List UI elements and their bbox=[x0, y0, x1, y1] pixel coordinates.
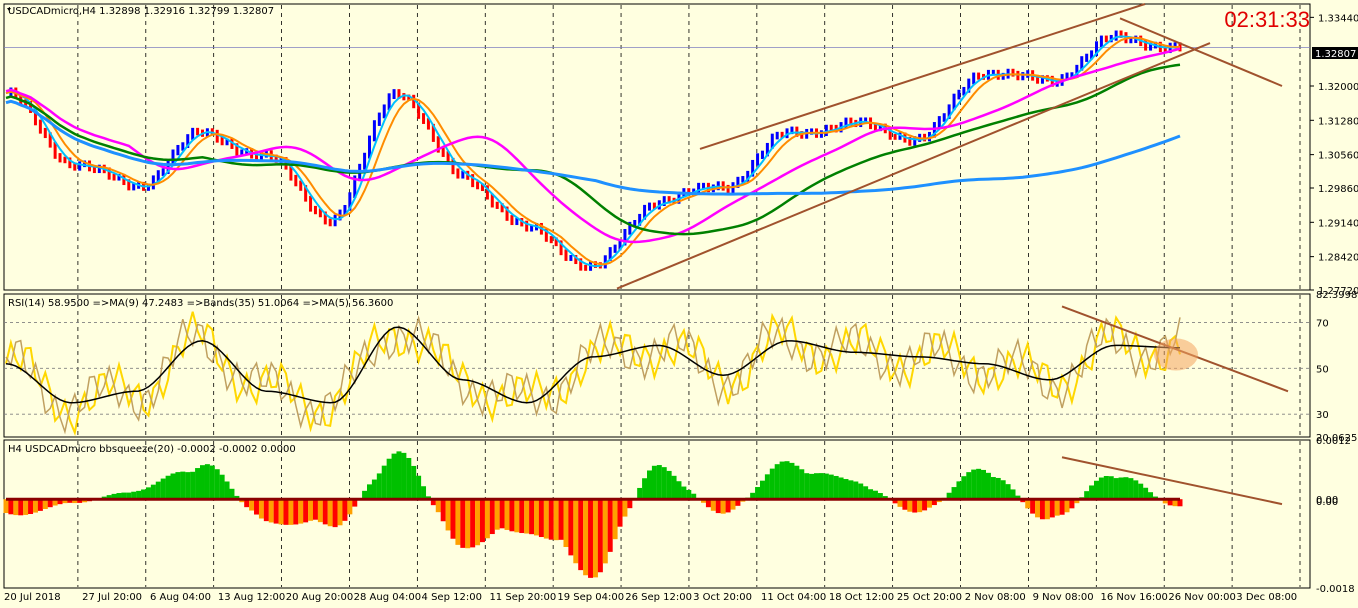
ma-fast-line bbox=[5, 35, 1181, 268]
x-axis-label: 16 Nov 16:00 bbox=[1101, 592, 1168, 603]
x-axis-label: 26 Nov 00:00 bbox=[1168, 592, 1235, 603]
squeeze-tick-label: 0.00 bbox=[1316, 497, 1338, 508]
trend-line-down bbox=[1119, 17, 1283, 87]
x-axis-label: 13 Aug 12:00 bbox=[218, 592, 285, 603]
rsi-tick-label: 20.0625 bbox=[1316, 433, 1357, 444]
dropdown-triangle-icon[interactable] bbox=[7, 8, 11, 11]
rsi-tick-label: 30 bbox=[1316, 410, 1329, 421]
rsi-tick-label: 50 bbox=[1316, 364, 1329, 375]
ma-green-line bbox=[5, 63, 1181, 236]
x-axis-label: 11 Sep 20:00 bbox=[489, 592, 556, 603]
x-axis-label: 2 Nov 08:00 bbox=[965, 592, 1026, 603]
x-axis-label: 11 Oct 04:00 bbox=[761, 592, 826, 603]
x-axis-label: 19 Sep 04:00 bbox=[557, 592, 624, 603]
x-axis-label: 3 Oct 20:00 bbox=[693, 592, 752, 603]
rsi-header: RSI(14) 58.9500 =>MA(9) 47.2483 =>Bands(… bbox=[8, 298, 393, 309]
trend-channel-upper bbox=[699, 3, 1146, 150]
x-axis-label: 9 Nov 08:00 bbox=[1033, 592, 1094, 603]
rsi-tick-label: 82.3998 bbox=[1316, 290, 1357, 301]
squeeze-header: H4 USDCADmicro bbsqueeze(20) -0.0002 -0.… bbox=[8, 444, 296, 455]
price-tick-label: 1.29860 bbox=[1318, 184, 1358, 195]
main-panel[interactable] bbox=[3, 3, 1311, 291]
timer: 02:31:33 bbox=[1224, 7, 1310, 32]
price-tick-label: 1.28420 bbox=[1318, 253, 1358, 264]
squeeze-tick-label: -0.0018 bbox=[1316, 584, 1355, 595]
main-price-layer bbox=[5, 3, 1283, 290]
main-header: USDCADmicro,H4 1.32898 1.32916 1.32799 1… bbox=[8, 6, 274, 17]
rsi-layer bbox=[5, 305, 1289, 437]
x-axis-label: 26 Sep 12:00 bbox=[625, 592, 692, 603]
x-axis-label: 20 Jul 2018 bbox=[4, 592, 61, 603]
rsi-bands-line bbox=[5, 326, 1180, 404]
x-axis-label: 20 Aug 20:00 bbox=[286, 592, 353, 603]
x-axis-label: 28 Aug 04:00 bbox=[354, 592, 421, 603]
price-tick-label: 1.27720 bbox=[1318, 286, 1358, 297]
price-tick-label: 1.33440 bbox=[1318, 13, 1358, 24]
x-axis-label: 4 Sep 12:00 bbox=[422, 592, 482, 603]
x-axis-label: 18 Oct 12:00 bbox=[829, 592, 894, 603]
rsi-tick-label: 70 bbox=[1316, 318, 1329, 329]
squeeze-tick-label: 0.0012 bbox=[1316, 436, 1351, 447]
grid-lines bbox=[4, 5, 1310, 587]
trend-channel-lower bbox=[616, 42, 1211, 290]
ma-slow-line bbox=[5, 99, 1181, 196]
ma-magenta-line bbox=[5, 47, 1181, 244]
axis-labels: 20 Jul 2018 27 Jul 20:00 6 Aug 04:00 13 Aug… bbox=[4, 13, 1358, 603]
current-price-tag bbox=[1312, 47, 1358, 59]
squeeze-trend-line bbox=[1061, 456, 1283, 506]
x-axis-label: 6 Aug 04:00 bbox=[150, 592, 211, 603]
squeeze-panel[interactable] bbox=[3, 439, 1311, 589]
x-axis-label: 27 Jul 20:00 bbox=[82, 592, 142, 603]
rsi-highlight-marker bbox=[1154, 338, 1198, 371]
x-axis-label: 25 Oct 20:00 bbox=[897, 592, 962, 603]
price-tick-label: 1.29140 bbox=[1318, 218, 1358, 229]
ma-mid-line bbox=[5, 36, 1181, 266]
squeeze-layer bbox=[3, 451, 1283, 578]
x-axis-label: 3 Dec 08:00 bbox=[1236, 592, 1297, 603]
price-tick-label: 1.32000 bbox=[1318, 82, 1358, 93]
current-price: 1.32807 bbox=[1315, 49, 1356, 60]
price-tick-label: 1.31280 bbox=[1318, 116, 1358, 127]
squeeze-tick-label: 0.00 bbox=[1316, 495, 1338, 506]
price-tick-label: 1.30560 bbox=[1318, 151, 1358, 162]
rsi-ma-line bbox=[5, 315, 1181, 435]
